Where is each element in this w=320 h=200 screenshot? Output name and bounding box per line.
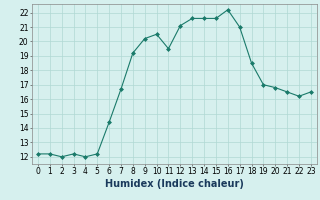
X-axis label: Humidex (Indice chaleur): Humidex (Indice chaleur) [105, 179, 244, 189]
